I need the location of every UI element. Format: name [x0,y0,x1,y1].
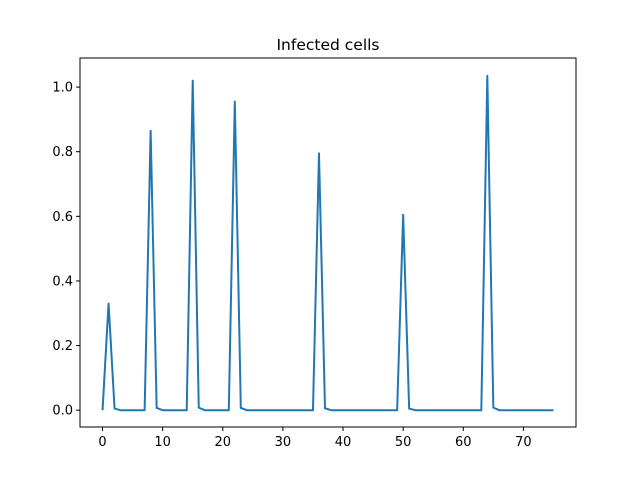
y-tick-label: 0.8 [52,145,73,160]
x-tick-label: 50 [395,435,412,450]
plot-area [101,74,554,412]
x-tick-label: 0 [98,435,106,450]
y-tick-label: 0.6 [52,210,73,225]
chart-title: Infected cells [276,36,379,54]
x-tick-label: 30 [275,435,292,450]
x-tick-label: 40 [335,435,352,450]
x-tick-label: 20 [215,435,232,450]
y-tick-label: 1.0 [52,81,73,96]
y-tick-label: 0.4 [52,274,73,289]
x-tick-label: 70 [515,435,532,450]
x-axis: 0 10 20 30 40 50 60 70 [98,427,532,450]
y-tick-label: 0.2 [52,339,73,354]
axes-frame [79,57,577,428]
x-tick-label: 60 [455,435,472,450]
x-tick-label: 10 [154,435,171,450]
y-axis: 0.0 0.2 0.4 0.6 0.8 1.0 [52,81,80,419]
y-tick-label: 0.0 [52,404,73,419]
series-line [101,74,554,412]
